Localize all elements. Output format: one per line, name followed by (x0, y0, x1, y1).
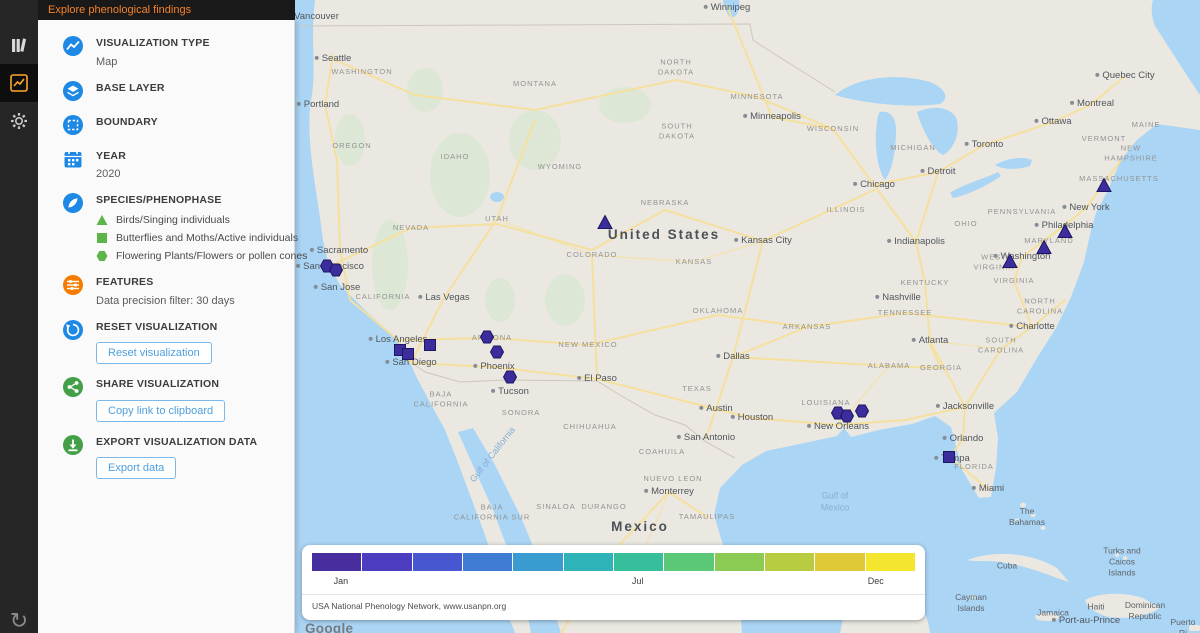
features-icon (62, 274, 84, 296)
legend-month-cell (312, 553, 362, 571)
section-visualization-type[interactable]: VISUALIZATION TYPE Map (62, 35, 286, 68)
reset-visualization-button[interactable]: Reset visualization (96, 342, 212, 365)
legend-color-ramp (312, 553, 915, 571)
phenology-marker-square[interactable] (400, 346, 416, 362)
legend-divider (302, 594, 925, 595)
year-value: 2020 (96, 168, 121, 181)
refresh-icon[interactable]: ↻ (9, 608, 29, 633)
species-item-label: Butterflies and Moths/Active individuals (116, 231, 299, 244)
phenology-marker-square[interactable] (941, 449, 957, 465)
year-icon (62, 148, 84, 170)
section-export-data: EXPORT VISUALIZATION DATA Export data (62, 434, 286, 480)
export-label: EXPORT VISUALIZATION DATA (96, 435, 258, 448)
section-reset-visualization: RESET VISUALIZATION Reset visualization (62, 319, 286, 365)
legend-month-cell (412, 553, 462, 571)
phenology-marker-triangle[interactable] (1057, 223, 1073, 239)
export-data-button[interactable]: Export data (96, 457, 177, 480)
species-icon (62, 192, 84, 214)
legend-month-cell (714, 553, 764, 571)
control-sidebar: VISUALIZATION TYPE Map BASE LAYER BOUNDA… (38, 20, 307, 633)
google-logo[interactable]: Google (305, 621, 354, 633)
phenology-marker-triangle[interactable] (1036, 239, 1052, 255)
legend-month-cell (362, 553, 412, 571)
phenology-marker-triangle[interactable] (1002, 253, 1018, 269)
phenology-marker-hexagon[interactable] (479, 329, 495, 345)
copy-link-button[interactable]: Copy link to clipboard (96, 399, 226, 422)
share-label: SHARE VISUALIZATION (96, 378, 220, 391)
visualization-type-label: VISUALIZATION TYPE (96, 37, 210, 49)
phenology-marker-hexagon[interactable] (489, 344, 505, 360)
boundary-label: BOUNDARY (96, 115, 158, 128)
settings-icon[interactable] (0, 102, 38, 140)
phenology-marker-hexagon[interactable] (854, 403, 870, 419)
phenology-marker-hexagon[interactable] (502, 369, 518, 385)
species-label: SPECIES/PHENOPHASE (96, 194, 222, 207)
legend-tick: Dec (867, 576, 884, 586)
legend-month-cell (613, 553, 664, 571)
share-icon (62, 376, 84, 398)
features-label: FEATURES (96, 275, 154, 288)
legend-month-cell (563, 553, 613, 571)
library-icon[interactable] (0, 26, 38, 64)
export-icon (62, 434, 84, 456)
species-item-label: Flowering Plants/Flowers or pollen cones (116, 249, 308, 262)
map-markers-layer (295, 0, 1200, 633)
species-item-flowering-plants: Flowering Plants/Flowers or pollen cones (96, 250, 307, 262)
phenology-marker-square[interactable] (422, 337, 438, 353)
legend-month-cell (764, 553, 815, 571)
phenology-marker-hexagon[interactable] (328, 262, 344, 278)
section-share-visualization: SHARE VISUALIZATION Copy link to clipboa… (62, 376, 286, 422)
section-boundary[interactable]: BOUNDARY (62, 114, 286, 136)
section-base-layer[interactable]: BASE LAYER (62, 80, 286, 102)
base-layer-label: BASE LAYER (96, 81, 165, 94)
left-icon-rail: ↻ (0, 0, 38, 633)
features-value: Data precision filter: 30 days (96, 294, 235, 307)
phenology-marker-triangle[interactable] (1096, 177, 1112, 193)
map-canvas[interactable]: Vancouver Winnipeg Seattle WASHINGTON Portla… (295, 0, 1200, 633)
species-item-birds: Birds/Singing individuals (96, 214, 286, 226)
legend-tick: Jan (333, 576, 349, 586)
reset-icon (62, 319, 84, 341)
section-year[interactable]: YEAR 2020 (62, 148, 286, 181)
species-item-butterflies: Butterflies and Moths/Active individuals (96, 232, 298, 244)
legend-card: Jan Jul Dec USA National Phenology Network… (302, 545, 925, 620)
visualization-type-icon (62, 35, 84, 57)
base-layer-icon (62, 80, 84, 102)
legend-ticks: Jan Jul Dec (312, 574, 915, 589)
boundary-icon (62, 114, 84, 136)
legend-month-cell (513, 553, 563, 571)
species-item-label: Birds/Singing individuals (116, 213, 230, 226)
legend-month-cell (815, 553, 865, 571)
visualization-type-value: Map (96, 55, 118, 68)
legend-month-cell (865, 553, 915, 571)
reset-label: RESET VISUALIZATION (96, 320, 218, 333)
legend-month-cell (664, 553, 714, 571)
visualizations-icon[interactable] (0, 64, 38, 102)
year-label: YEAR (96, 149, 126, 162)
legend-attribution: USA National Phenology Network, www.usan… (312, 601, 507, 611)
phenology-marker-hexagon[interactable] (839, 408, 855, 424)
legend-tick: Jul (631, 576, 644, 586)
sidebar-header: Explore phenological findings (38, 0, 295, 20)
section-species-phenophase[interactable]: SPECIES/PHENOPHASE Birds/Singing individ… (62, 192, 307, 262)
phenology-marker-triangle[interactable] (597, 214, 613, 230)
legend-month-cell (462, 553, 513, 571)
section-features[interactable]: FEATURES Data precision filter: 30 days (62, 274, 286, 307)
